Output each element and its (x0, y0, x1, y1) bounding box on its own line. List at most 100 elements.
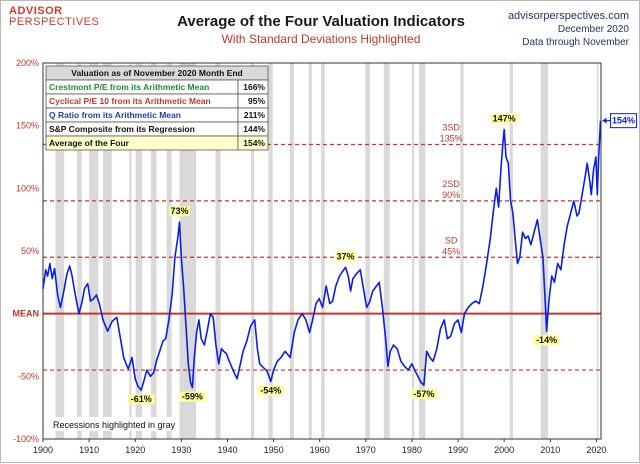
x-tick-label: 1970 (356, 445, 376, 455)
legend-row-value: 166% (243, 82, 265, 92)
annotation-bg (179, 391, 206, 402)
y-tick-label: -50% (18, 371, 39, 381)
legend-row-value: 144% (243, 124, 265, 134)
recession-band (365, 63, 370, 439)
annotation-bg (128, 394, 155, 405)
recession-note-bg (49, 417, 179, 431)
recession-band (596, 63, 599, 439)
plot-border (42, 62, 602, 440)
sd-label-top: 2SD (442, 179, 460, 189)
recession-band (135, 63, 143, 439)
chart-title: Average of the Four Valuation Indicators (177, 13, 465, 30)
logo-bottom-text: PERSPECTIVES (9, 16, 100, 28)
recession-band (77, 63, 82, 439)
recession-band (166, 63, 172, 439)
x-tick-label: 1990 (448, 445, 468, 455)
recession-note: Recessions highlighted in gray (53, 420, 176, 430)
annotations: 73% -61% -59% -54% 37% -57% 147% -14% 154% (128, 113, 638, 405)
chart-subtitle: With Standard Deviations Highlighted (221, 32, 421, 46)
x-tick-label: 1900 (33, 445, 53, 455)
recession-band (289, 63, 294, 439)
latest-label: 154% (612, 116, 635, 126)
recession-band (102, 63, 112, 439)
y-tick-label: 50% (21, 246, 39, 256)
y-tick-label: -100% (13, 434, 39, 444)
valuation-legend-table: Valuation as of November 2020 Month End C… (45, 65, 269, 151)
latest-box (610, 113, 638, 129)
recession-band (129, 63, 132, 439)
annotation-bg (410, 389, 438, 400)
sd-label-bottom: 45% (442, 246, 460, 256)
annotation-bg (335, 251, 356, 262)
recession-note-group: Recessions highlighted in gray (49, 417, 179, 431)
recession-band (411, 63, 415, 439)
annotation-label: -61% (131, 394, 152, 404)
x-tick-label: 1920 (125, 445, 145, 455)
x-tick-label: 1930 (171, 445, 191, 455)
annotation-bg (533, 335, 560, 346)
recession-band (308, 63, 312, 439)
recession-band (418, 63, 426, 439)
recession-band (460, 63, 464, 439)
recession-band (55, 63, 65, 439)
series-line-average (42, 120, 602, 391)
legend-row-label: Q Ratio from its Arithmetic Mean (49, 110, 181, 120)
legend-value-bg (237, 135, 269, 151)
sd-label-bottom: 90% (442, 190, 460, 200)
sd-label-bottom: 135% (440, 133, 463, 143)
legend-row-value: 154% (243, 138, 265, 148)
sd-label-top: SD (445, 235, 458, 245)
x-tick-label: 1980 (402, 445, 422, 455)
site-url: advisorperspectives.com (507, 10, 629, 22)
annotation-label: -54% (260, 385, 281, 395)
series-layer (42, 120, 602, 391)
x-tick-label: 1950 (264, 445, 284, 455)
recession-bands (55, 63, 599, 439)
annotation-bg (490, 113, 518, 124)
legend-row-value: 211% (244, 110, 266, 120)
annotation-bg (257, 385, 285, 396)
site-date: December 2020 (557, 24, 629, 35)
recession-band (509, 63, 513, 439)
legend-row-label: Average of the Four (49, 138, 130, 148)
annotation-label: 147% (493, 113, 516, 123)
recession-band (268, 63, 273, 439)
advisor-perspectives-logo: ADVISOR PERSPECTIVES (9, 6, 99, 28)
recession-band (89, 63, 99, 439)
sd-label-top: 3SD (442, 122, 460, 132)
recession-band (321, 63, 325, 439)
recession-band (540, 63, 548, 439)
y-tick-label: 100% (16, 183, 39, 193)
y-tick-label: 200% (16, 58, 39, 68)
recession-band (179, 63, 197, 439)
latest-arrow (602, 117, 607, 124)
x-tick-label: 2020 (586, 445, 606, 455)
legend-row-value: 95% (248, 96, 265, 106)
legend-row-label: Cyclical P/E 10 from its Arithmetic Mean (49, 96, 211, 106)
legend-row-label: S&P Composite from its Regression (49, 124, 195, 134)
recession-band (383, 63, 390, 439)
annotation-label: 37% (337, 251, 355, 261)
x-tick-label: 1960 (310, 445, 330, 455)
annotation-bg (169, 206, 190, 217)
y-tick-label: 150% (16, 121, 39, 131)
logo-top-text: ADVISOR (9, 5, 63, 17)
annotation-label: -14% (536, 335, 557, 345)
y-tick-label: MEAN (13, 309, 40, 319)
x-tick-label: 2010 (540, 445, 560, 455)
annotation-label: -57% (413, 389, 434, 399)
x-tick-label: 1940 (217, 445, 237, 455)
site-info: advisorperspectives.com December 2020 Da… (508, 10, 629, 49)
annotation-label: -59% (182, 392, 203, 402)
x-tick-label: 1910 (79, 445, 99, 455)
legend-row-label: Crestmont P/E from its Arithmetic Mean (49, 82, 209, 92)
recession-band (215, 63, 221, 439)
axes: -100% -50% MEAN 50% 100% 150% 200% 1900 1910 1920… (13, 58, 607, 455)
site-data-through: Data through November (522, 37, 629, 48)
x-tick-label: 2000 (494, 445, 514, 455)
annotation-label: 73% (170, 206, 188, 216)
legend-header: Valuation as of November 2020 Month End (71, 68, 242, 78)
